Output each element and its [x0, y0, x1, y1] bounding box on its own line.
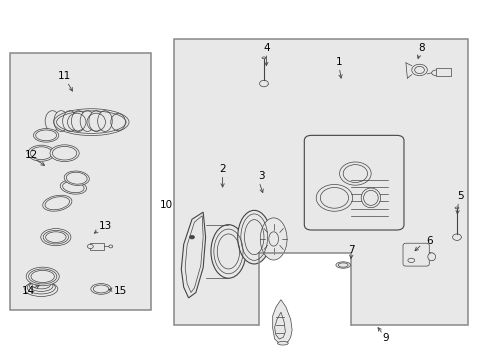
Ellipse shape [45, 111, 60, 131]
Text: 5: 5 [457, 191, 463, 201]
Ellipse shape [80, 111, 95, 131]
Text: 9: 9 [382, 333, 388, 343]
Ellipse shape [26, 267, 59, 286]
Ellipse shape [54, 111, 68, 131]
Text: 8: 8 [418, 43, 425, 53]
Ellipse shape [87, 244, 93, 249]
Ellipse shape [411, 64, 427, 76]
Ellipse shape [109, 245, 113, 248]
Bar [174, 39, 467, 325]
Ellipse shape [268, 232, 278, 246]
Ellipse shape [262, 57, 265, 59]
Ellipse shape [71, 111, 86, 131]
Ellipse shape [361, 188, 380, 208]
Ellipse shape [91, 284, 111, 294]
Ellipse shape [50, 145, 79, 162]
Text: 1: 1 [335, 57, 342, 67]
Bar [435, 68, 450, 76]
Text: 11: 11 [58, 71, 71, 81]
Ellipse shape [64, 171, 89, 185]
Ellipse shape [335, 262, 350, 268]
Ellipse shape [62, 111, 77, 131]
Ellipse shape [210, 225, 245, 278]
Ellipse shape [427, 253, 435, 261]
Text: 2: 2 [219, 164, 225, 174]
Ellipse shape [25, 282, 58, 297]
Text: 12: 12 [25, 150, 38, 160]
Text: 6: 6 [425, 236, 432, 246]
Text: 7: 7 [347, 245, 354, 255]
Text: 15: 15 [114, 286, 127, 296]
Ellipse shape [28, 145, 55, 161]
Text: 10: 10 [160, 200, 173, 210]
Ellipse shape [89, 111, 103, 131]
Polygon shape [272, 300, 291, 343]
Ellipse shape [189, 235, 194, 239]
Ellipse shape [259, 80, 268, 87]
Bar [10, 53, 151, 310]
Ellipse shape [452, 234, 460, 240]
Ellipse shape [98, 111, 112, 131]
Text: 3: 3 [258, 171, 264, 181]
Ellipse shape [277, 342, 287, 345]
Bar [90, 243, 104, 249]
Ellipse shape [454, 207, 458, 209]
FancyBboxPatch shape [402, 243, 428, 266]
Ellipse shape [431, 70, 441, 76]
Text: 13: 13 [99, 221, 112, 231]
Ellipse shape [60, 180, 86, 194]
FancyBboxPatch shape [304, 135, 403, 230]
Ellipse shape [33, 129, 59, 142]
Ellipse shape [41, 229, 71, 246]
Text: 14: 14 [21, 286, 35, 296]
Ellipse shape [260, 218, 286, 260]
Text: 4: 4 [263, 43, 269, 53]
Bar [259, 253, 351, 344]
Polygon shape [181, 212, 205, 298]
Ellipse shape [237, 210, 270, 264]
Ellipse shape [42, 195, 72, 211]
